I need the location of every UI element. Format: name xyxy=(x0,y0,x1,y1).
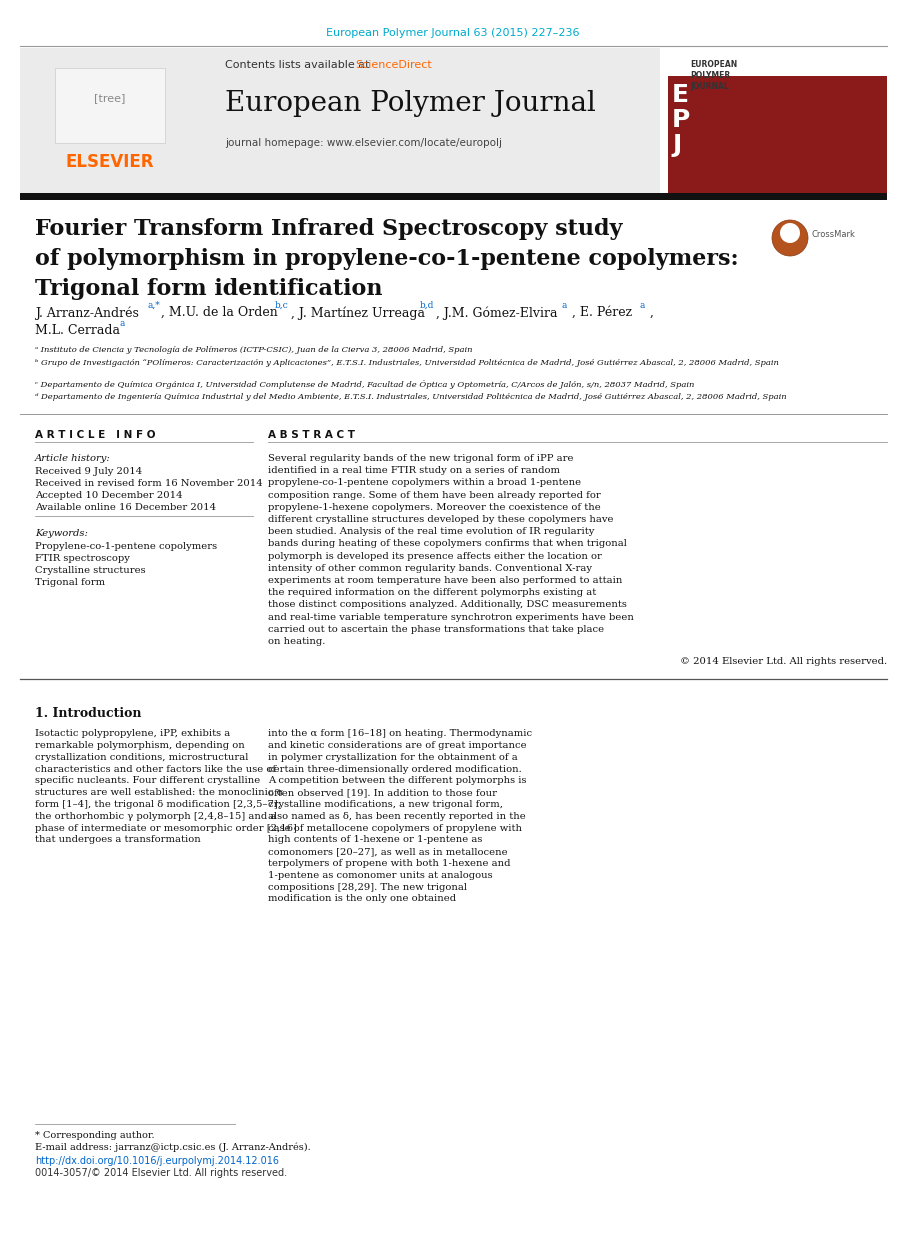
Text: E: E xyxy=(672,83,689,106)
Text: terpolymers of propene with both 1-hexene and: terpolymers of propene with both 1-hexen… xyxy=(268,859,511,868)
Bar xyxy=(20,193,887,201)
Text: bands during heating of these copolymers confirms that when trigonal: bands during heating of these copolymers… xyxy=(268,540,627,548)
Text: Trigonal form: Trigonal form xyxy=(35,578,105,587)
Text: characteristics and other factors like the use of: characteristics and other factors like t… xyxy=(35,765,276,774)
Text: http://dx.doi.org/10.1016/j.eurpolymj.2014.12.016: http://dx.doi.org/10.1016/j.eurpolymj.20… xyxy=(35,1156,279,1166)
Text: into the α form [16–18] on heating. Thermodynamic: into the α form [16–18] on heating. Ther… xyxy=(268,729,532,738)
Text: case of metallocene copolymers of propylene with: case of metallocene copolymers of propyl… xyxy=(268,823,522,833)
Text: A competition between the different polymorphs is: A competition between the different poly… xyxy=(268,776,526,785)
Text: Available online 16 December 2014: Available online 16 December 2014 xyxy=(35,503,216,513)
Text: Several regularity bands of the new trigonal form of iPP are: Several regularity bands of the new trig… xyxy=(268,454,573,463)
Text: a: a xyxy=(640,301,646,310)
Text: Trigonal form identification: Trigonal form identification xyxy=(35,279,383,300)
Text: A R T I C L E   I N F O: A R T I C L E I N F O xyxy=(35,430,155,439)
Text: and kinetic considerations are of great importance: and kinetic considerations are of great … xyxy=(268,742,527,750)
Text: J: J xyxy=(672,132,681,157)
Text: intensity of other common regularity bands. Conventional X-ray: intensity of other common regularity ban… xyxy=(268,563,592,573)
Text: compositions [28,29]. The new trigonal: compositions [28,29]. The new trigonal xyxy=(268,883,467,891)
Text: [tree]: [tree] xyxy=(94,93,126,103)
Text: Contents lists available at: Contents lists available at xyxy=(225,59,373,71)
Text: identified in a real time FTIR study on a series of random: identified in a real time FTIR study on … xyxy=(268,467,560,475)
Text: also named as δ, has been recently reported in the: also named as δ, has been recently repor… xyxy=(268,812,526,821)
Text: crystalline modifications, a new trigonal form,: crystalline modifications, a new trigona… xyxy=(268,800,503,808)
Text: a: a xyxy=(119,319,124,328)
Text: ᵈ Departamento de Ingeniería Química Industrial y del Medio Ambiente, E.T.S.I. I: ᵈ Departamento de Ingeniería Química Ind… xyxy=(35,392,786,401)
Text: Received in revised form 16 November 2014: Received in revised form 16 November 201… xyxy=(35,479,263,488)
Text: a: a xyxy=(562,301,568,310)
Text: and real-time variable temperature synchrotron experiments have been: and real-time variable temperature synch… xyxy=(268,613,634,621)
Text: FTIR spectroscopy: FTIR spectroscopy xyxy=(35,553,130,563)
Text: structures are well established: the monoclinic α: structures are well established: the mon… xyxy=(35,789,283,797)
Text: ᵃ Instituto de Ciencia y Tecnología de Polímeros (ICTP-CSIC), Juan de la Cierva : ᵃ Instituto de Ciencia y Tecnología de P… xyxy=(35,345,473,354)
Text: ✔: ✔ xyxy=(785,232,795,245)
Text: * Corresponding author.: * Corresponding author. xyxy=(35,1132,154,1140)
Text: ᶜ Departamento de Química Orgánica I, Universidad Complutense de Madrid, Faculta: ᶜ Departamento de Química Orgánica I, Un… xyxy=(35,380,695,389)
Text: b,d: b,d xyxy=(420,301,434,310)
Text: European Polymer Journal: European Polymer Journal xyxy=(225,90,596,118)
Text: A B S T R A C T: A B S T R A C T xyxy=(268,430,355,439)
Text: polymorph is developed its presence affects either the location or: polymorph is developed its presence affe… xyxy=(268,552,602,561)
Text: certain three-dimensionally ordered modification.: certain three-dimensionally ordered modi… xyxy=(268,765,522,774)
Text: carried out to ascertain the phase transformations that take place: carried out to ascertain the phase trans… xyxy=(268,625,604,634)
Text: J. Arranz-Andrés: J. Arranz-Andrés xyxy=(35,306,139,319)
Text: , M.U. de la Orden: , M.U. de la Orden xyxy=(161,306,278,319)
Text: of polymorphism in propylene-co-1-pentene copolymers:: of polymorphism in propylene-co-1-penten… xyxy=(35,248,738,270)
Text: phase of intermediate or mesomorphic order [2,16]: phase of intermediate or mesomorphic ord… xyxy=(35,823,297,833)
Bar xyxy=(55,68,165,144)
Text: composition range. Some of them have been already reported for: composition range. Some of them have bee… xyxy=(268,490,600,500)
Text: Fourier Transform Infrared Spectroscopy study: Fourier Transform Infrared Spectroscopy … xyxy=(35,218,622,240)
Text: different crystalline structures developed by these copolymers have: different crystalline structures develop… xyxy=(268,515,613,524)
Text: modification is the only one obtained: modification is the only one obtained xyxy=(268,894,456,904)
Circle shape xyxy=(772,220,808,256)
Text: form [1–4], the trigonal δ modification [2,3,5–7],: form [1–4], the trigonal δ modification … xyxy=(35,800,281,808)
Text: ,: , xyxy=(650,306,654,319)
Text: often observed [19]. In addition to those four: often observed [19]. In addition to thos… xyxy=(268,789,497,797)
Text: Accepted 10 December 2014: Accepted 10 December 2014 xyxy=(35,491,182,500)
Bar xyxy=(20,48,660,193)
Text: comonomers [20–27], as well as in metallocene: comonomers [20–27], as well as in metall… xyxy=(268,847,508,857)
Text: those distinct compositions analyzed. Additionally, DSC measurements: those distinct compositions analyzed. Ad… xyxy=(268,600,627,609)
Text: been studied. Analysis of the real time evolution of IR regularity: been studied. Analysis of the real time … xyxy=(268,527,594,536)
Text: propylene-1-hexene copolymers. Moreover the coexistence of the: propylene-1-hexene copolymers. Moreover … xyxy=(268,503,600,511)
Bar xyxy=(668,48,887,193)
Bar xyxy=(668,48,887,76)
Text: E-mail address: jarranz@ictp.csic.es (J. Arranz-Andrés).: E-mail address: jarranz@ictp.csic.es (J.… xyxy=(35,1143,311,1153)
Text: propylene-co-1-pentene copolymers within a broad 1-pentene: propylene-co-1-pentene copolymers within… xyxy=(268,478,581,488)
Text: EUROPEAN
POLYMER
JOURNAL: EUROPEAN POLYMER JOURNAL xyxy=(690,59,737,92)
Text: Keywords:: Keywords: xyxy=(35,529,88,539)
Text: specific nucleants. Four different crystalline: specific nucleants. Four different cryst… xyxy=(35,776,260,785)
Text: ᵇ Grupo de Investigación “POlímeros: Caracterización y Aplicaciones”, E.T.S.I. I: ᵇ Grupo de Investigación “POlímeros: Car… xyxy=(35,359,779,366)
Text: on heating.: on heating. xyxy=(268,638,326,646)
Text: Propylene-co-1-pentene copolymers: Propylene-co-1-pentene copolymers xyxy=(35,542,217,551)
Text: , E. Pérez: , E. Pérez xyxy=(572,306,632,319)
Text: b,c: b,c xyxy=(275,301,288,310)
Text: crystallization conditions, microstructural: crystallization conditions, microstructu… xyxy=(35,753,249,761)
Text: ScienceDirect: ScienceDirect xyxy=(355,59,432,71)
Text: Received 9 July 2014: Received 9 July 2014 xyxy=(35,467,142,475)
Text: the required information on the different polymorphs existing at: the required information on the differen… xyxy=(268,588,596,597)
Text: 0014-3057/© 2014 Elsevier Ltd. All rights reserved.: 0014-3057/© 2014 Elsevier Ltd. All right… xyxy=(35,1167,288,1179)
Text: in polymer crystallization for the obtainment of a: in polymer crystallization for the obtai… xyxy=(268,753,518,761)
Circle shape xyxy=(780,223,800,243)
Text: that undergoes a transformation: that undergoes a transformation xyxy=(35,836,200,844)
Text: 1-pentene as comonomer units at analogous: 1-pentene as comonomer units at analogou… xyxy=(268,870,493,880)
Text: Article history:: Article history: xyxy=(35,454,111,463)
Text: experiments at room temperature have been also performed to attain: experiments at room temperature have bee… xyxy=(268,576,622,586)
Text: the orthorhombic γ polymorph [2,4,8–15] and a: the orthorhombic γ polymorph [2,4,8–15] … xyxy=(35,812,277,821)
Text: Crystalline structures: Crystalline structures xyxy=(35,566,146,574)
Text: high contents of 1-hexene or 1-pentene as: high contents of 1-hexene or 1-pentene a… xyxy=(268,836,483,844)
Text: a,*: a,* xyxy=(147,301,160,310)
Text: journal homepage: www.elsevier.com/locate/europolj: journal homepage: www.elsevier.com/locat… xyxy=(225,137,502,149)
Text: 1. Introduction: 1. Introduction xyxy=(35,707,141,721)
Text: ELSEVIER: ELSEVIER xyxy=(65,154,154,171)
Text: remarkable polymorphism, depending on: remarkable polymorphism, depending on xyxy=(35,742,245,750)
Text: European Polymer Journal 63 (2015) 227–236: European Polymer Journal 63 (2015) 227–2… xyxy=(327,28,580,38)
Text: , J. Martínez Urreaga: , J. Martínez Urreaga xyxy=(291,306,425,319)
Text: M.L. Cerrada: M.L. Cerrada xyxy=(35,324,120,337)
Text: Isotactic polypropylene, iPP, exhibits a: Isotactic polypropylene, iPP, exhibits a xyxy=(35,729,230,738)
Text: CrossMark: CrossMark xyxy=(812,230,856,239)
Text: P: P xyxy=(672,108,690,132)
Text: , J.M. Gómez-Elvira: , J.M. Gómez-Elvira xyxy=(436,306,558,319)
Text: © 2014 Elsevier Ltd. All rights reserved.: © 2014 Elsevier Ltd. All rights reserved… xyxy=(680,657,887,666)
